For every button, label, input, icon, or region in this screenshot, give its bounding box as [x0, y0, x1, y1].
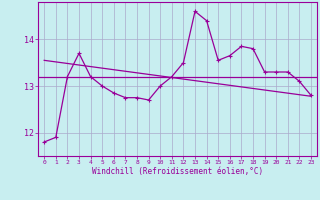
- X-axis label: Windchill (Refroidissement éolien,°C): Windchill (Refroidissement éolien,°C): [92, 167, 263, 176]
